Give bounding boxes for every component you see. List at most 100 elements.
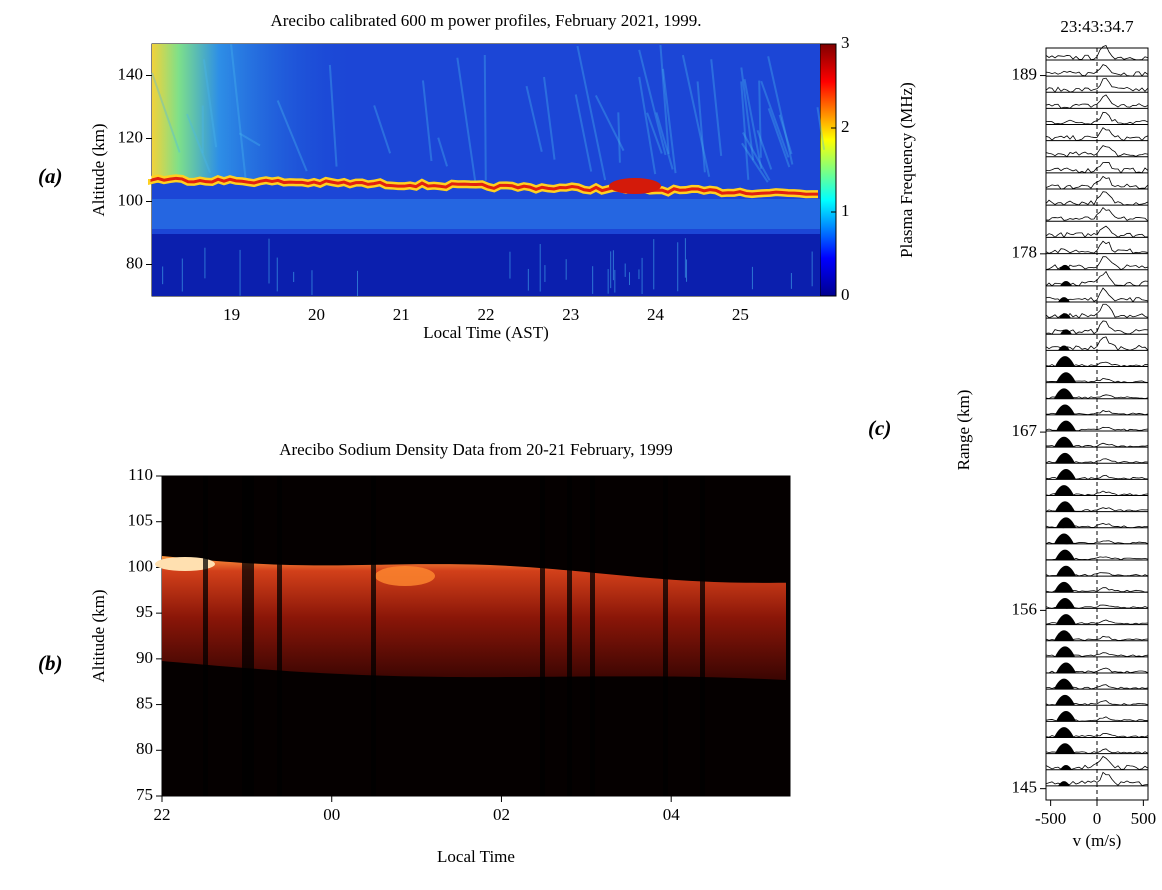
profile-trace [1045, 162, 1149, 174]
heatmap-streak [328, 64, 338, 167]
heatmap-gap [663, 476, 668, 796]
x-tick-label: 00 [323, 805, 340, 824]
x-tick-label: 22 [478, 305, 495, 324]
profile-fill [1055, 646, 1075, 657]
x-tick-label: 0 [1093, 809, 1102, 828]
chart-title: Arecibo calibrated 600 m power profiles,… [270, 11, 701, 30]
x-tick-label: 24 [647, 305, 665, 324]
profile-fill [1056, 662, 1076, 673]
profile-fill [1055, 356, 1075, 367]
heatmap-gap [371, 476, 376, 796]
heatmap-streak [756, 129, 773, 170]
profile-trace [1045, 175, 1149, 190]
x-tick-label: 500 [1131, 809, 1157, 828]
heatmap-streak [151, 72, 181, 153]
profile-fill [1060, 764, 1072, 770]
profile-trace [1045, 240, 1149, 254]
chart-title: Arecibo Sodium Density Data from 20-21 F… [279, 440, 673, 459]
profile-fill [1056, 372, 1076, 383]
heatmap-layer [150, 176, 819, 196]
x-axis-label: v (m/s) [1073, 831, 1122, 850]
heatmap-streak [741, 142, 769, 183]
profile-trace [1045, 755, 1149, 771]
profile-trace [1045, 77, 1149, 93]
heatmap-streak [767, 56, 794, 165]
heatmap-streak [543, 76, 556, 160]
heatmap-gap [700, 476, 705, 796]
profile-trace [1045, 127, 1149, 142]
heatmap-streak [659, 44, 670, 155]
y-tick-label: 189 [1012, 64, 1038, 83]
profile-fill [1054, 485, 1074, 496]
y-tick-label: 145 [1012, 778, 1038, 797]
y-tick-label: 140 [118, 64, 144, 83]
heatmap-gap [567, 476, 572, 796]
profile-fill [1055, 404, 1075, 415]
y-tick-label: 90 [136, 648, 153, 667]
heatmap-streak [696, 81, 706, 173]
profile-fill [1055, 694, 1075, 706]
chart-title: 23:43:34.7 [1060, 17, 1134, 36]
heatmap-gap [540, 476, 545, 796]
heatmap-layer [162, 556, 786, 681]
heatmap-streak [574, 94, 593, 172]
heatmap-low [152, 234, 820, 296]
image-layer [148, 44, 1149, 800]
profile-fill [1058, 345, 1070, 351]
panel-label: (b) [38, 651, 63, 675]
profile-trace [1045, 206, 1149, 222]
profile-fill [1054, 630, 1074, 641]
x-tick-label: -500 [1035, 809, 1066, 828]
panel-label: (a) [38, 164, 63, 188]
heatmap-blob [609, 178, 661, 194]
heatmap-streak [617, 112, 621, 163]
y-tick-label: 156 [1012, 599, 1038, 618]
y-tick-label: 80 [126, 253, 143, 272]
heatmap-streak [276, 100, 308, 172]
heatmap-streak [186, 113, 211, 173]
heatmap-streak [646, 112, 663, 154]
x-tick-label: 02 [493, 805, 510, 824]
profile-trace [1045, 145, 1149, 158]
heatmap-streak [743, 78, 763, 170]
heatmap-streak [373, 105, 392, 154]
y-axis-label: Range (km) [954, 390, 973, 471]
heatmap-streak [816, 107, 826, 150]
heatmap-streak [778, 114, 793, 155]
profile-fill [1058, 297, 1070, 302]
heatmap-streak [710, 59, 723, 157]
profile-fill [1054, 533, 1074, 544]
heatmap-streak [681, 54, 711, 177]
x-tick-label: 25 [732, 305, 749, 324]
x-tick-label: 22 [154, 805, 171, 824]
heatmap-streak [437, 137, 449, 167]
profile-fill [1056, 468, 1076, 480]
profile-fill [1059, 264, 1071, 270]
profile-fill [1060, 281, 1072, 286]
profile-trace [1045, 320, 1149, 335]
profile-trace [1045, 44, 1149, 61]
x-tick-label: 19 [223, 305, 240, 324]
heatmap-image [155, 476, 790, 796]
y-axis-label: Altitude (km) [89, 123, 108, 216]
heatmap-streak [202, 59, 218, 148]
profile-trace [1045, 225, 1149, 239]
profile-fill [1054, 678, 1074, 690]
profile-fill [1055, 743, 1075, 754]
heatmap-streak [421, 80, 433, 162]
profile-fill [1055, 452, 1075, 464]
y-axis-label: Altitude (km) [89, 589, 108, 682]
profile-trace [1045, 111, 1149, 125]
heatmap-streak [655, 112, 674, 170]
heatmap-streak [758, 80, 762, 158]
profile-fill [1055, 501, 1075, 512]
y-tick-label: 120 [118, 127, 144, 146]
heatmap-streak [742, 132, 771, 181]
heatmap-peak [155, 557, 215, 571]
heatmap-streak [767, 108, 791, 168]
heatmap-mid [152, 199, 820, 229]
x-axis-label: Local Time (AST) [423, 323, 549, 342]
profile-trace [1045, 64, 1149, 77]
heatmap-streak [230, 44, 247, 181]
